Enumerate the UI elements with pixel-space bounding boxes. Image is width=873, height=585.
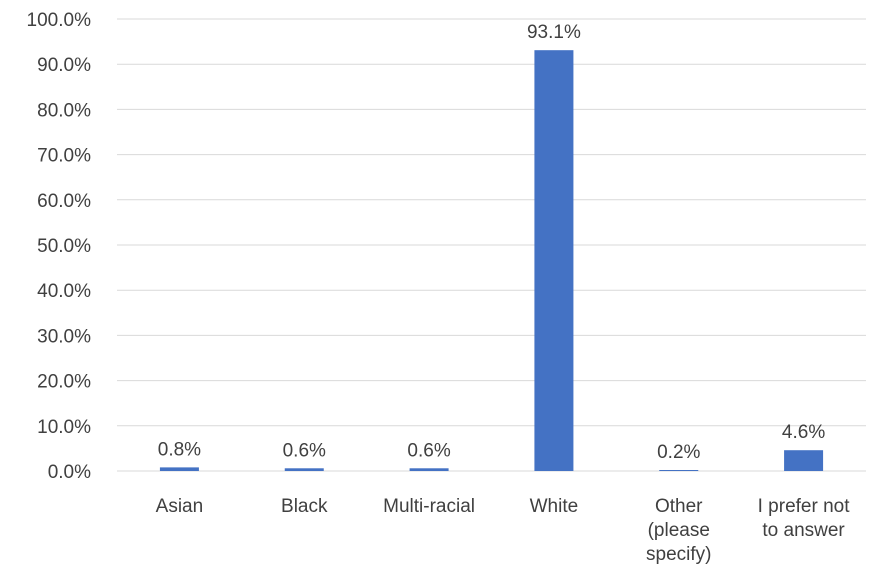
y-axis-tick-labels: 0.0% 10.0% 20.0% 30.0% 40.0% 50.0% 60.0% 70.0% 8… [27, 10, 92, 483]
y-tick-label: 60.0% [37, 191, 91, 212]
y-tick-label: 40.0% [37, 281, 91, 302]
data-label: 4.6% [782, 422, 825, 443]
category-label-line: Multi-racial [383, 496, 475, 517]
bar [784, 450, 824, 471]
y-tick-label: 80.0% [37, 100, 91, 121]
data-label: 0.8% [158, 439, 201, 460]
bar [534, 50, 574, 472]
bar [284, 468, 324, 471]
y-tick-label: 90.0% [37, 55, 91, 76]
category-label-line: I prefer not [758, 496, 851, 517]
bar [659, 470, 699, 471]
y-tick-label: 30.0% [37, 326, 91, 347]
category-label-line: Black [281, 496, 328, 517]
data-label: 0.2% [657, 442, 700, 463]
data-labels: 0.8% 0.6% 0.6% 93.1% 0.2% 4.6% [158, 22, 826, 463]
category-label: Asian [156, 496, 204, 517]
bars [159, 50, 824, 472]
category-label: White [530, 496, 579, 517]
y-tick-label: 20.0% [37, 372, 91, 393]
category-label-line: specify) [646, 544, 711, 565]
y-tick-label: 50.0% [37, 236, 91, 257]
y-tick-label: 70.0% [37, 146, 91, 167]
category-label-line: Other [655, 496, 703, 517]
y-tick-label: 100.0% [27, 10, 92, 31]
gridlines [117, 18, 866, 472]
y-tick-label: 10.0% [37, 417, 91, 438]
category-label: Other (please specify) [646, 496, 711, 565]
data-label: 93.1% [527, 22, 581, 43]
category-label-line: White [530, 496, 579, 517]
category-label-line: Asian [156, 496, 204, 517]
data-label: 0.6% [283, 440, 326, 461]
data-label: 0.6% [407, 440, 450, 461]
x-axis-category-labels: Asian Black Multi-racial White Other (please s… [156, 496, 851, 565]
category-label-line: (please [648, 520, 710, 541]
bar [409, 468, 449, 471]
bar [159, 467, 199, 471]
category-label: Black [281, 496, 328, 517]
category-label: I prefer not to answer [758, 496, 851, 541]
category-label-line: to answer [762, 520, 845, 541]
category-label: Multi-racial [383, 496, 475, 517]
y-tick-label: 0.0% [48, 462, 91, 483]
